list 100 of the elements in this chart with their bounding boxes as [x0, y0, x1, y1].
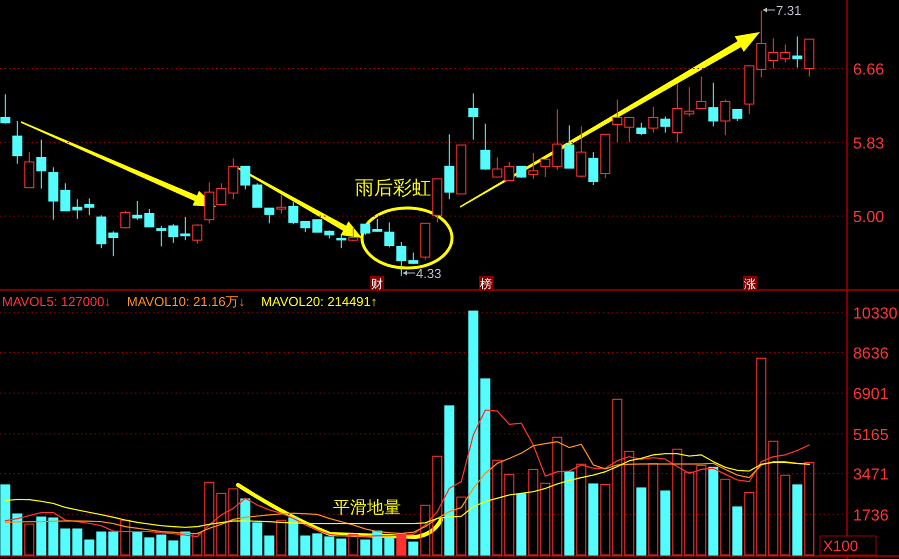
- candlestick: [144, 208, 154, 228]
- bar: [132, 532, 142, 556]
- bar: [444, 405, 454, 556]
- candlestick: [480, 123, 490, 170]
- candlestick: [192, 224, 202, 244]
- annotation: 平滑地量: [333, 498, 401, 517]
- y-tick-label: 5.83: [853, 135, 884, 152]
- bar: [156, 534, 166, 556]
- bar: [564, 471, 574, 556]
- bar: [732, 506, 742, 556]
- bar: [324, 536, 334, 556]
- y-axis-title: X100: [823, 538, 858, 555]
- bar: [744, 492, 754, 556]
- bar: [240, 498, 250, 556]
- candlestick: [768, 38, 778, 69]
- candlestick: [624, 116, 634, 143]
- y-tick-label: 10330: [853, 306, 898, 323]
- y-tick-label: 5165: [853, 426, 889, 444]
- candlestick: [120, 210, 130, 230]
- candlestick: [60, 182, 70, 212]
- candlestick: [168, 224, 178, 244]
- candlestick: [516, 166, 526, 178]
- bar: [108, 532, 118, 556]
- candlestick: [612, 99, 622, 143]
- bar: [180, 532, 190, 556]
- text: MAVOL5: 127000↓: [2, 294, 111, 309]
- bar: [360, 539, 370, 556]
- candlestick: [384, 222, 394, 248]
- candlestick: [312, 219, 322, 233]
- text: MAVOL10: 21.16万↓: [126, 294, 246, 309]
- candlestick: [156, 225, 166, 247]
- candlestick: [660, 116, 670, 134]
- bar: [336, 538, 346, 556]
- bar: [480, 378, 490, 556]
- bar: [504, 474, 514, 556]
- candlestick: [132, 200, 142, 220]
- y-tick-label: 3471: [853, 466, 889, 484]
- annotation: 榜: [480, 277, 492, 291]
- candlestick: [780, 44, 790, 63]
- candlestick: [396, 241, 406, 276]
- bar: [600, 484, 610, 556]
- annotation: 7.31: [776, 3, 802, 18]
- annotation: 财: [371, 277, 383, 291]
- candlestick: [588, 152, 598, 186]
- bar: [792, 484, 802, 556]
- bar: [24, 524, 34, 556]
- candlestick: [552, 108, 562, 170]
- candlestick: [252, 182, 262, 208]
- bar: [516, 494, 526, 556]
- bar: [372, 530, 382, 556]
- candlestick: [360, 224, 370, 236]
- y-tick-label: 6.66: [853, 61, 884, 78]
- y-tick-label: 1736: [853, 507, 889, 524]
- bar: [660, 490, 670, 556]
- candlestick: [696, 76, 706, 110]
- candlestick: [792, 36, 802, 68]
- bar: [96, 532, 106, 556]
- y-tick-label: 5.00: [853, 209, 884, 226]
- candlestick: [276, 194, 286, 214]
- bar: [84, 539, 94, 556]
- candlestick: [564, 124, 574, 169]
- candlestick: [348, 227, 358, 242]
- bar: [36, 516, 46, 556]
- annotation: 雨后彩虹: [355, 178, 431, 199]
- candlestick: [492, 156, 502, 178]
- candlestick: [264, 208, 274, 224]
- bar: [252, 522, 262, 556]
- candlestick: [540, 158, 550, 178]
- candlestick: [732, 108, 742, 122]
- candlestick: [300, 221, 310, 233]
- candlestick: [504, 161, 514, 182]
- candlestick: [288, 201, 298, 225]
- candlestick: [12, 120, 22, 164]
- text: MAVOL20: 214491↑: [261, 294, 378, 309]
- candlestick: [36, 139, 46, 190]
- bar: [804, 462, 814, 556]
- candlestick: [372, 218, 382, 233]
- line-series: [4, 453, 810, 528]
- bar: [468, 310, 478, 556]
- bar: [636, 487, 646, 556]
- bar: [48, 517, 58, 556]
- annotation: 4.33: [416, 266, 442, 281]
- candlestick: [336, 233, 346, 249]
- candlestick: [0, 94, 10, 124]
- bar: [300, 536, 310, 556]
- bar: [648, 463, 658, 556]
- bar: [60, 528, 70, 556]
- candlestick: [180, 216, 190, 241]
- bar: [588, 483, 598, 556]
- bar: [312, 533, 322, 556]
- bar: [288, 517, 298, 556]
- bar: [12, 513, 22, 556]
- bar: [384, 537, 394, 556]
- candlestick: [216, 182, 226, 206]
- bar: [780, 474, 790, 556]
- bar: [168, 540, 178, 556]
- bar: [264, 536, 274, 556]
- bar: [492, 460, 502, 556]
- candlestick: [636, 122, 646, 136]
- candlestick: [84, 198, 94, 216]
